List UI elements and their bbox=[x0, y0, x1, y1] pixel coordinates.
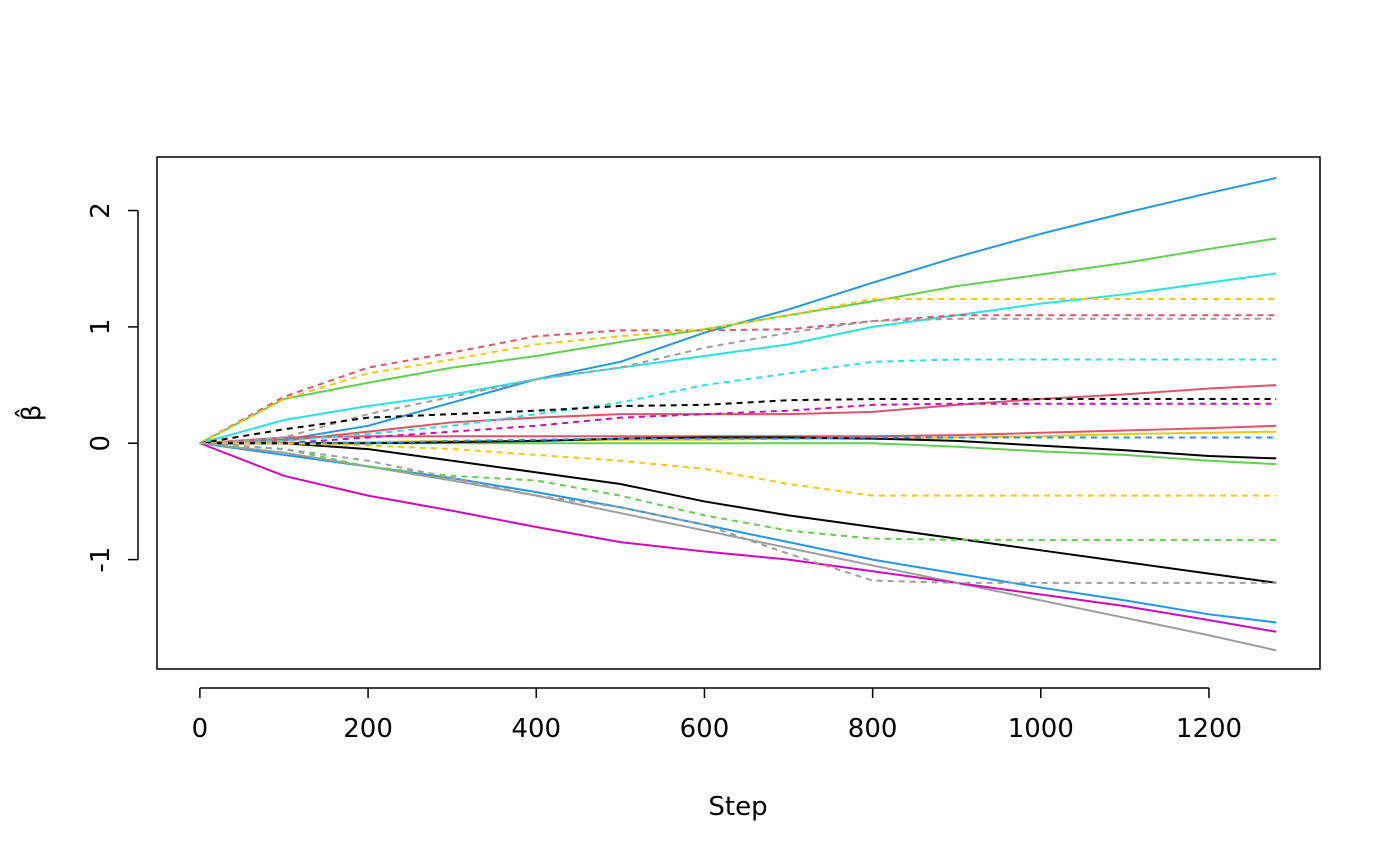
series-line bbox=[199, 314, 1277, 445]
series-line bbox=[199, 358, 1277, 445]
series-line bbox=[199, 442, 1277, 541]
y-tick-label: -1 bbox=[86, 547, 116, 573]
plot-frame bbox=[156, 156, 1321, 670]
series-line bbox=[199, 272, 1277, 445]
series-line bbox=[199, 442, 1277, 584]
x-tick-label: 1200 bbox=[1176, 714, 1242, 744]
y-tick-label: 1 bbox=[86, 319, 116, 336]
x-tick-label: 0 bbox=[192, 714, 209, 744]
series-line bbox=[199, 384, 1277, 445]
series-line bbox=[199, 398, 1277, 445]
series-line bbox=[199, 442, 1277, 497]
y-tick-label: 2 bbox=[86, 202, 116, 219]
series-line bbox=[199, 442, 1277, 633]
x-tick-label: 400 bbox=[511, 714, 561, 744]
series-line bbox=[199, 442, 1277, 652]
series-line bbox=[199, 442, 1277, 624]
series-line bbox=[199, 430, 1277, 445]
series-line bbox=[199, 297, 1277, 445]
x-tick-label: 1000 bbox=[1008, 714, 1074, 744]
series-line bbox=[199, 424, 1277, 445]
y-tick-label: 0 bbox=[86, 435, 116, 452]
y-axis-label: β̂ bbox=[13, 405, 47, 422]
x-tick-label: 600 bbox=[680, 714, 730, 744]
series-line bbox=[199, 442, 1277, 466]
x-tick-label: 800 bbox=[848, 714, 898, 744]
series-line bbox=[199, 176, 1277, 445]
series-line bbox=[199, 436, 1277, 460]
series-line bbox=[199, 442, 1277, 584]
x-tick-label: 200 bbox=[343, 714, 393, 744]
x-axis-label: Step bbox=[708, 792, 767, 822]
